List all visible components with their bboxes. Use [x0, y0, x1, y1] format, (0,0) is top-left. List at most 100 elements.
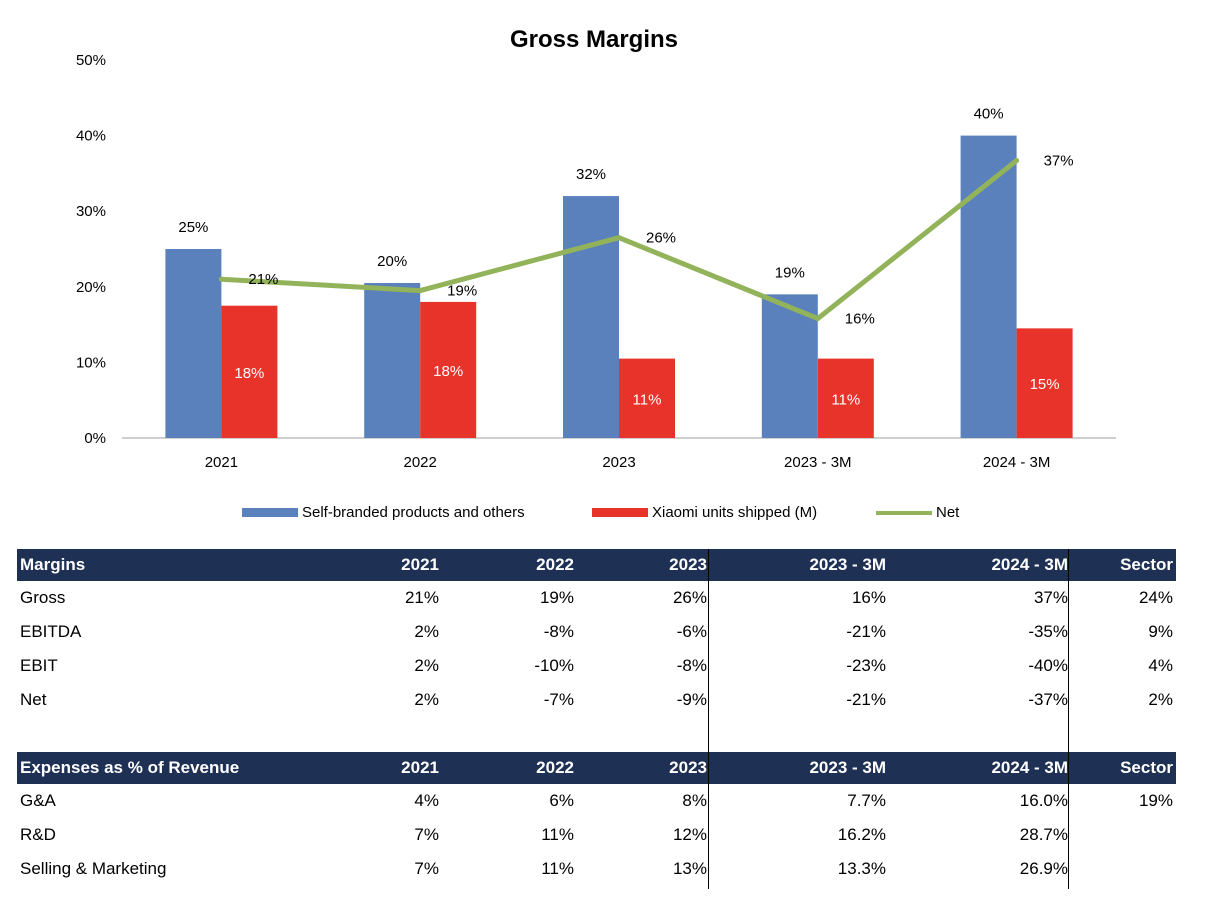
margins-cell: -8%: [543, 622, 574, 641]
legend-label-net: Net: [936, 504, 960, 521]
margins-row: EBITDA 2% -8% -6% -21% -35% 9%: [17, 615, 1176, 649]
margins-cell: 24%: [1138, 588, 1173, 607]
margins-cell: -7%: [543, 690, 574, 709]
bar-units-shipped: [1016, 328, 1073, 438]
legend-item-self-branded: Self-branded products and others: [242, 504, 525, 521]
expenses-cell: 13%: [672, 859, 707, 878]
expenses-cell: 7%: [414, 859, 439, 878]
margins-cell: -35%: [1028, 622, 1068, 641]
margins-row-label: Net: [20, 690, 47, 709]
margins-table: Margins 2021 2022 2023 2023 - 3M 2024 - …: [17, 549, 1176, 717]
net-point: [417, 288, 423, 294]
legend-swatch-units-shipped: [592, 508, 648, 517]
expenses-cell: 28.7%: [1019, 825, 1068, 844]
expenses-table: Expenses as % of Revenue 2021 2022 2023 …: [17, 752, 1176, 886]
bar-self-branded: [165, 249, 222, 438]
margins-row: Gross 21% 19% 26% 16% 37% 24%: [17, 581, 1176, 615]
expenses-row-label: Selling & Marketing: [20, 859, 167, 878]
margins-cell: -10%: [534, 656, 574, 675]
margins-row-label: EBITDA: [20, 622, 82, 641]
x-tick-label: 2022: [404, 454, 437, 471]
expenses-header-label: Expenses as % of Revenue: [17, 752, 305, 784]
x-tick-label: 2024 - 3M: [983, 454, 1051, 471]
y-tick-label: 0%: [84, 430, 106, 447]
legend-swatch-self-branded: [242, 508, 298, 517]
chart-legend: Self-branded products and others Xiaomi …: [0, 504, 1206, 524]
bar-self-branded: [960, 135, 1017, 438]
expenses-row-label: R&D: [20, 825, 56, 844]
x-tick-label: 2023 - 3M: [784, 454, 852, 471]
data-label-self-branded: 25%: [178, 219, 208, 236]
margins-cell: 2%: [414, 622, 439, 641]
expenses-header-2021: 2021: [305, 752, 442, 784]
expenses-cell: 7%: [414, 825, 439, 844]
legend-label-self-branded: Self-branded products and others: [302, 504, 525, 521]
x-tick-label: 2023: [602, 454, 635, 471]
y-tick-label: 20%: [76, 279, 106, 296]
data-label-net: 21%: [248, 271, 278, 288]
x-tick-label: 2021: [205, 454, 238, 471]
margins-cell: -6%: [676, 622, 707, 641]
margins-header-label: Margins: [17, 549, 305, 581]
y-tick-label: 50%: [76, 52, 106, 69]
data-label-units-shipped: 11%: [831, 391, 860, 408]
expenses-cell: 11%: [541, 825, 574, 844]
expenses-cell: [1071, 852, 1176, 886]
legend-label-units-shipped: Xiaomi units shipped (M): [652, 504, 818, 521]
expenses-cell: 19%: [1138, 791, 1173, 810]
bar-units-shipped: [619, 358, 675, 438]
expenses-cell: 11%: [541, 859, 574, 878]
margins-cell: -8%: [676, 656, 707, 675]
expenses-cell: 7.7%: [847, 791, 886, 810]
margins-cell: -21%: [846, 622, 886, 641]
data-label-net: 16%: [845, 311, 875, 328]
net-point: [218, 276, 224, 282]
expenses-cell: 12%: [672, 825, 707, 844]
expenses-cell: 6%: [549, 791, 574, 810]
expenses-row: G&A 4% 6% 8% 7.7% 16.0% 19%: [17, 784, 1176, 818]
expenses-header-2023: 2023: [577, 752, 710, 784]
data-label-units-shipped: 11%: [633, 391, 662, 408]
expenses-header-sector: Sector: [1071, 752, 1176, 784]
expenses-header-2023-3m: 2023 - 3M: [710, 752, 889, 784]
margins-header-sector: Sector: [1071, 549, 1176, 581]
net-point: [616, 235, 622, 241]
expenses-row: R&D 7% 11% 12% 16.2% 28.7%: [17, 818, 1176, 852]
margins-header-row: Margins 2021 2022 2023 2023 - 3M 2024 - …: [17, 549, 1176, 581]
bar-units-shipped: [817, 358, 874, 438]
bar-units-shipped: [420, 301, 477, 438]
y-tick-label: 40%: [76, 128, 106, 145]
net-point: [815, 316, 821, 322]
y-tick-label: 30%: [76, 203, 106, 220]
gross-margins-chart: Gross Margins 0% 10% 20% 30% 40% 50% 25% 20% 32% 1…: [76, 26, 1116, 471]
chart-title: Gross Margins: [510, 26, 678, 53]
expenses-header-row: Expenses as % of Revenue 2021 2022 2023 …: [17, 752, 1176, 784]
margins-cell: 2%: [1148, 690, 1173, 709]
margins-cell: 4%: [1148, 656, 1173, 675]
margins-cell: 19%: [539, 588, 574, 607]
expenses-cell: [1071, 818, 1176, 852]
bar-self-branded: [563, 196, 619, 438]
margins-header-2024-3m: 2024 - 3M: [889, 549, 1071, 581]
margins-header-2021: 2021: [305, 549, 442, 581]
expenses-cell: 8%: [682, 791, 707, 810]
legend-item-net: Net: [876, 504, 959, 521]
margins-cell: 2%: [414, 690, 439, 709]
margins-cell: 9%: [1148, 622, 1173, 641]
table-divider-left: [708, 549, 709, 889]
bar-units-shipped: [221, 305, 278, 438]
margins-cell: 2%: [414, 656, 439, 675]
margins-cell: -40%: [1028, 656, 1068, 675]
expenses-row-label: G&A: [20, 791, 56, 810]
data-label-units-shipped: 18%: [433, 363, 463, 380]
margins-cell: 37%: [1033, 588, 1068, 607]
bar-self-branded: [761, 294, 818, 438]
margins-cell: 26%: [672, 588, 707, 607]
expenses-cell: 16.0%: [1019, 791, 1068, 810]
expenses-cell: 4%: [414, 791, 439, 810]
margins-row: Net 2% -7% -9% -21% -37% 2%: [17, 683, 1176, 717]
y-tick-label: 10%: [76, 354, 106, 371]
margins-cell: 21%: [404, 588, 439, 607]
expenses-cell: 13.3%: [837, 859, 886, 878]
data-label-units-shipped: 18%: [234, 365, 264, 382]
